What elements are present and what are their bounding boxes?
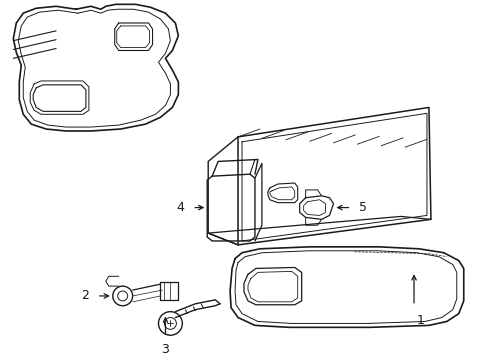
Text: 1: 1 bbox=[416, 314, 424, 327]
Text: 4: 4 bbox=[176, 201, 184, 214]
Text: 5: 5 bbox=[359, 201, 366, 214]
Text: 2: 2 bbox=[81, 289, 89, 302]
Text: 3: 3 bbox=[161, 343, 169, 356]
